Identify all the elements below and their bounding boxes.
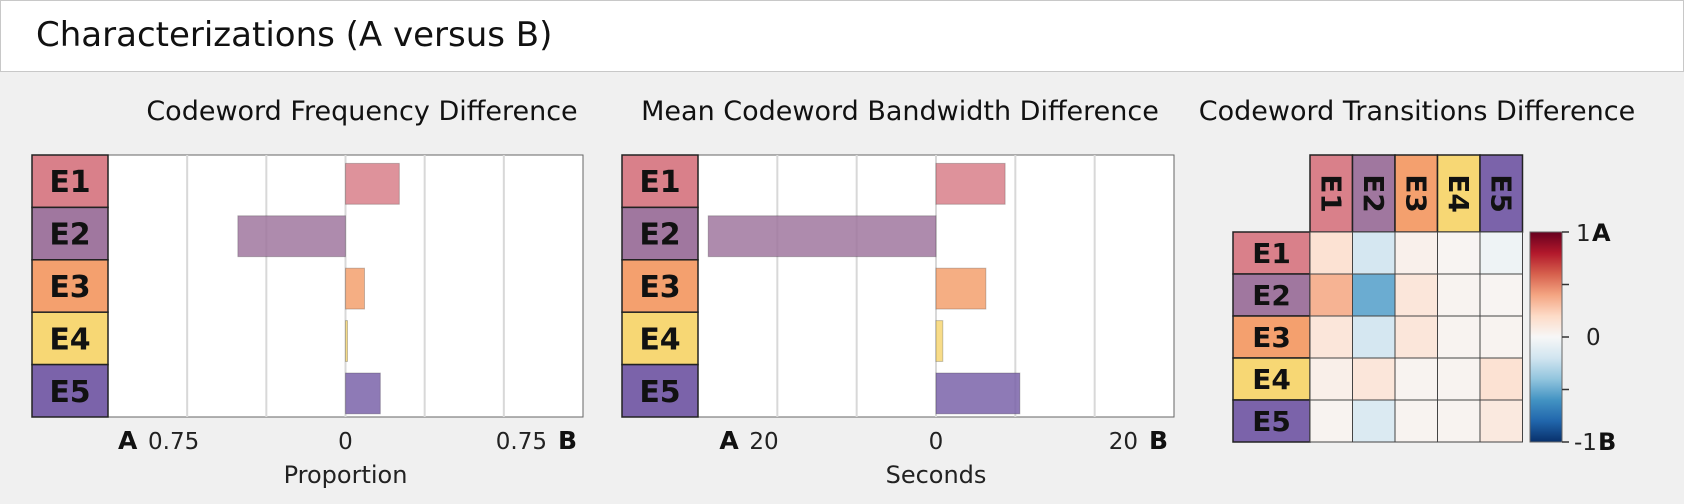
chart2-cell	[1352, 273, 1396, 317]
charts-canvas: Codeword Frequency DifferenceE1E2E3E4E50…	[31, 96, 1635, 489]
chart2-cell	[1309, 399, 1353, 443]
chart2-cell	[1394, 231, 1438, 275]
chart1-category-label: E5	[639, 375, 680, 410]
chart1-title: Mean Codeword Bandwidth Difference	[641, 96, 1159, 127]
chart2-row-header-e4	[1232, 357, 1311, 401]
chart1-tick-label: 0	[929, 429, 944, 455]
chart2-cell	[1479, 273, 1523, 317]
chart2-cell	[1479, 315, 1523, 359]
chart0-category-box-e5	[31, 363, 109, 418]
chart2-cell	[1309, 231, 1353, 275]
chart0-bar-e5	[345, 372, 381, 415]
chart1-tick-label: 20	[749, 429, 778, 455]
chart0-bar-e3	[345, 267, 365, 310]
chart2-col-label: E5	[1484, 174, 1517, 213]
chart2-col-label: E1	[1314, 174, 1347, 213]
chart2-row-label: E1	[1252, 237, 1291, 270]
chart2-row-label: E4	[1252, 363, 1291, 396]
chart0-tick-label: 0.75	[148, 429, 199, 455]
chart0-title: Codeword Frequency Difference	[146, 96, 577, 127]
chart1-category-label: E4	[639, 322, 680, 357]
chart2-col-label: E4	[1442, 174, 1475, 213]
chart1-category-box-e5	[621, 363, 699, 418]
chart1-bar-e2	[707, 215, 937, 258]
chart2-cell	[1309, 357, 1353, 401]
chart2-row-label: E5	[1252, 405, 1291, 438]
chart1-bar-e1	[935, 162, 1006, 205]
chart1-x-axis-label: Seconds	[886, 461, 987, 489]
chart2-cell	[1309, 315, 1353, 359]
chart0-tick-label: 0	[338, 429, 353, 455]
chart1-tick-label: 20	[1109, 429, 1138, 455]
page-title: Characterizations (A versus B)	[36, 15, 553, 55]
chart2-row-label: E3	[1252, 321, 1291, 354]
chart2-cell	[1437, 273, 1481, 317]
chart2-row-header-e3	[1232, 315, 1311, 359]
chart2-col-label: E3	[1399, 174, 1432, 213]
chart0-category-box-e4	[31, 311, 109, 366]
chart1-right-end-label: B	[1149, 426, 1168, 455]
chart0-tick-label: 0.75	[496, 429, 547, 455]
chart0-category-box-e2	[31, 206, 109, 261]
main-panel: Codeword Frequency Difference E1 E2 E3 E4 E5 0…	[0, 72, 1684, 500]
chart0-right-end-label: B	[558, 426, 577, 455]
chart1-category-label: E1	[639, 165, 680, 200]
chart2-cell	[1352, 399, 1396, 443]
chart0-category-label: E1	[49, 165, 90, 200]
chart2-title: Codeword Transitions Difference	[1199, 96, 1635, 127]
chart2-colorbar-tick-label: 0	[1586, 325, 1601, 351]
chart2-colorbar	[1529, 231, 1563, 443]
chart2-row-header-e1	[1232, 231, 1311, 275]
chart2-cell	[1437, 231, 1481, 275]
chart0-category-label: E2	[49, 218, 90, 253]
chart2-col-label: E2	[1357, 174, 1390, 213]
chart0-x-axis-label: Proportion	[284, 461, 408, 489]
chart2-cell	[1437, 357, 1481, 401]
chart2-cell	[1437, 315, 1481, 359]
chart1-category-label: E3	[639, 270, 680, 305]
chart0-category-box-e3	[31, 259, 109, 313]
chart1-category-box-e2	[621, 206, 699, 261]
chart2-colorbar-tick-label: 1	[1576, 221, 1591, 247]
chart2-col-header-e1	[1309, 154, 1354, 233]
chart1-left-end-label: A	[719, 426, 739, 455]
chart2-cell	[1394, 315, 1438, 359]
chart2-colorbar-tick-label: -1	[1574, 430, 1597, 456]
chart0-bar-e4	[345, 320, 348, 362]
chart0-left-end-label: A	[118, 426, 138, 455]
chart2-cell	[1394, 399, 1438, 443]
chart0-bar-e2	[237, 215, 346, 258]
chart2-col-header-e2	[1351, 154, 1396, 233]
chart2-cell	[1309, 273, 1353, 317]
chart2-cell	[1352, 357, 1396, 401]
chart2-cell	[1479, 399, 1523, 443]
chart2-cell	[1437, 399, 1481, 443]
chart2-cell	[1394, 273, 1438, 317]
chart2-colorbar-top-label: A	[1592, 219, 1611, 247]
chart2-cell	[1479, 357, 1523, 401]
chart1-category-box-e3	[621, 259, 699, 313]
chart1-category-label: E2	[639, 218, 680, 253]
chart2-col-header-e3	[1394, 154, 1439, 233]
chart0-bar-e1	[345, 162, 400, 205]
chart2-cell	[1479, 231, 1523, 275]
header-bar: Characterizations (A versus B)	[0, 0, 1684, 72]
chart0-category-label: E3	[49, 270, 90, 305]
chart0-category-label: E5	[49, 375, 90, 410]
chart1-bar-e5	[935, 372, 1021, 415]
chart2-cell	[1352, 231, 1396, 275]
chart1-bar-e4	[935, 320, 944, 362]
chart2-colorbar-bottom-label: B	[1598, 428, 1616, 456]
chart2-cell	[1394, 357, 1438, 401]
chart0-category-label: E4	[49, 322, 90, 357]
chart2-row-label: E2	[1252, 279, 1291, 312]
chart1-bar-e3	[935, 267, 987, 310]
chart2-cell	[1352, 315, 1396, 359]
